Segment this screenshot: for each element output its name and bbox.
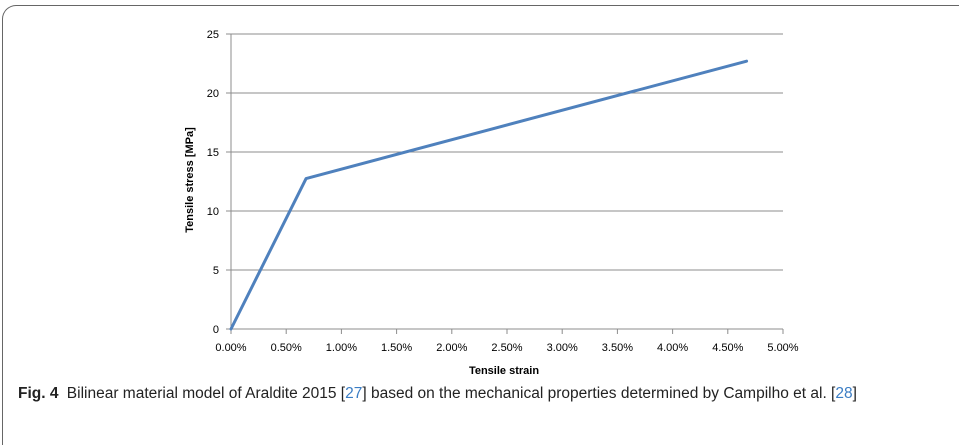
y-tick-label: 10 <box>207 206 219 218</box>
x-tick-label: 1.50% <box>381 342 412 354</box>
x-tick-label: 4.50% <box>712 342 743 354</box>
x-tick-label: 2.00% <box>436 342 467 354</box>
gridlines <box>231 33 783 271</box>
y-tick-label: 5 <box>213 265 219 277</box>
series-line <box>229 59 749 331</box>
series-group <box>229 59 749 331</box>
x-tick-label: 5.00% <box>767 342 798 354</box>
caption-text-a: Bilinear material model of Araldite 2015… <box>66 385 346 402</box>
x-tick-label: 4.00% <box>657 342 688 354</box>
figure-frame <box>2 5 959 445</box>
caption-text-b: ] based on the mechanical properties det… <box>362 385 836 402</box>
y-tick-label: 20 <box>207 88 219 100</box>
y-tick-label: 15 <box>207 147 219 159</box>
axes <box>226 33 784 334</box>
figure-label: Fig. 4 <box>18 385 59 402</box>
x-tick-label: 1.00% <box>326 342 357 354</box>
caption-text-c: ] <box>852 385 857 402</box>
x-tick-label: 3.00% <box>547 342 578 354</box>
y-tick-label: 25 <box>207 29 219 41</box>
y-tick-labels: 0 5 10 15 20 25 <box>207 29 219 336</box>
x-tick-label: 3.50% <box>602 342 633 354</box>
citation-link-28[interactable]: 28 <box>835 385 853 402</box>
citation-link-27[interactable]: 27 <box>345 385 363 402</box>
y-tick-label: 0 <box>213 324 219 336</box>
stress-strain-chart: 0.00% 0.50% 1.00% 1.50% 2.00% 2.50% 3.00% 3.50%… <box>184 29 799 377</box>
y-axis-label: Tensile stress [MPa] <box>184 127 196 233</box>
x-tick-labels: 0.00% 0.50% 1.00% 1.50% 2.00% 2.50% 3.00% 3.50%… <box>215 342 798 354</box>
x-tick-label: 0.00% <box>215 342 246 354</box>
x-tick-label: 0.50% <box>271 342 302 354</box>
figure-caption: Fig. 4 Bilinear material model of Araldi… <box>18 383 948 405</box>
x-tick-label: 2.50% <box>491 342 522 354</box>
x-axis-label: Tensile strain <box>469 365 539 377</box>
